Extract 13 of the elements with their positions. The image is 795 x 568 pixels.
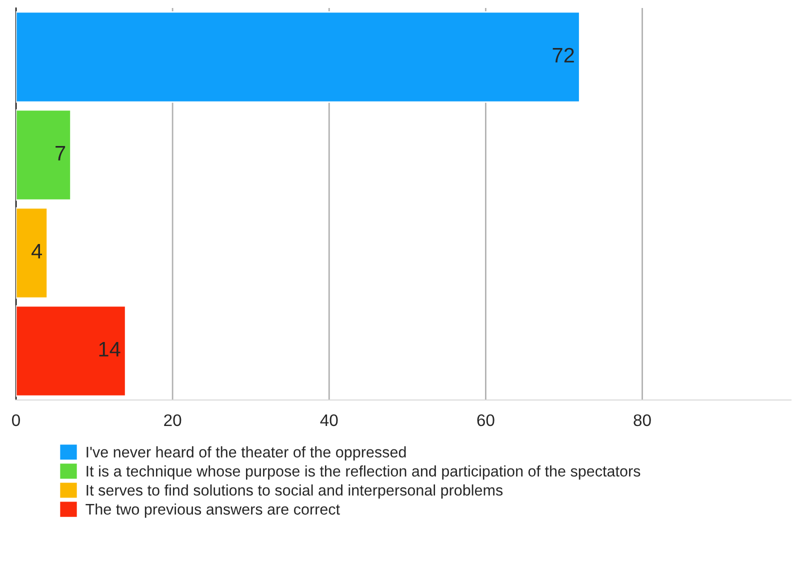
- legend-label: I've never heard of the theater of the oppressed: [86, 446, 406, 461]
- legend-label: It is a technique whose purpose is the reflection and participation of the spectators: [86, 465, 640, 480]
- x-tick-label: 20: [164, 414, 182, 426]
- x-tick-label: 60: [477, 414, 494, 426]
- data-label: 14: [99, 342, 120, 356]
- data-label: 7: [56, 146, 66, 160]
- legend-label: The two previous answers are correct: [86, 503, 340, 518]
- legend-label: It serves to find solutions to social and interpersonal problems: [86, 484, 503, 499]
- x-tick-label: 80: [634, 414, 651, 426]
- x-tick-label: 0: [12, 414, 20, 426]
- data-label: 72: [552, 48, 574, 62]
- data-label: 4: [32, 244, 42, 258]
- x-tick-label: 40: [320, 414, 338, 426]
